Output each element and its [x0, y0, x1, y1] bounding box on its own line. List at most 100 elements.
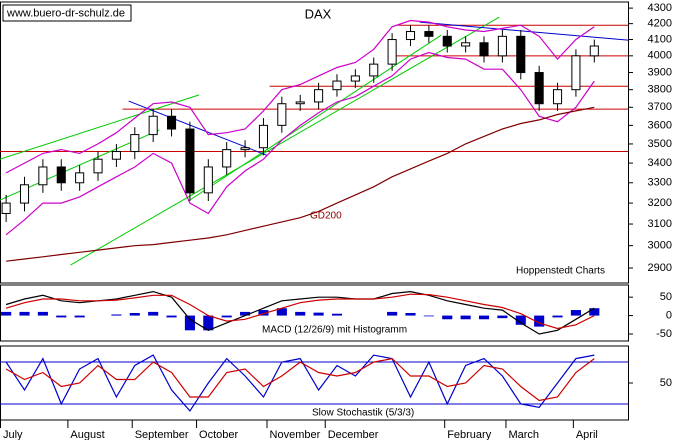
- panel-frame: [0, 1, 629, 284]
- trend-line: [189, 34, 442, 201]
- histogram-bar: [552, 315, 563, 318]
- x-tick-label: November: [270, 429, 321, 440]
- x-tick-label: March: [508, 429, 539, 440]
- y-tick-label: 3200: [648, 197, 672, 209]
- histogram-bar: [313, 312, 324, 316]
- y-tick-label: 3800: [648, 84, 672, 96]
- y-tick-label: 3400: [648, 157, 672, 169]
- histogram-bar: [423, 315, 434, 317]
- candle-body: [240, 147, 250, 151]
- panel-title: DAX: [305, 6, 332, 21]
- y-tick-label: 3600: [648, 119, 672, 131]
- series-line: [6, 106, 595, 262]
- histogram-bar: [534, 315, 545, 327]
- histogram-bar: [442, 315, 453, 320]
- candle-body: [56, 166, 66, 184]
- histogram-bar: [405, 313, 416, 316]
- histogram-bar: [515, 315, 526, 325]
- candle-body: [203, 166, 213, 194]
- series-line: [5, 357, 595, 402]
- y-tick-label: 3700: [648, 101, 672, 113]
- candle-body: [111, 151, 121, 160]
- y-tick-label: 3000: [648, 240, 672, 252]
- y-tick-label: 3900: [648, 66, 672, 78]
- candle-body: [552, 89, 563, 105]
- series-line: [5, 354, 595, 412]
- source: www.buero-dr-schulz.de: [6, 7, 125, 19]
- y-tick-label: 4300: [648, 2, 672, 14]
- histogram-bar: [589, 308, 600, 316]
- histogram-bar: [387, 311, 398, 316]
- candle-body: [332, 80, 342, 91]
- candle-body: [277, 103, 287, 126]
- candle-body: [405, 31, 416, 41]
- candle-body: [185, 128, 195, 194]
- y-tick-label: 4200: [648, 18, 672, 30]
- histogram-bar: [37, 311, 48, 316]
- candle-body: [497, 35, 507, 57]
- candle-body: [350, 75, 360, 82]
- histogram-bar: [295, 311, 306, 316]
- histogram-bar: [166, 315, 177, 318]
- x-tick-label: August: [70, 429, 104, 440]
- y-tick-label: 3100: [648, 218, 672, 230]
- histogram-bar: [1, 311, 12, 316]
- histogram-bar: [184, 315, 195, 331]
- y-tick-label: 2900: [648, 262, 672, 274]
- candle-body: [442, 35, 452, 47]
- x-tick-label: October: [199, 429, 238, 440]
- y-tick-label: 3500: [648, 138, 672, 150]
- x-tick-label: July: [3, 429, 23, 440]
- y-tick-label: 0: [666, 309, 672, 321]
- histogram-bar: [240, 311, 251, 316]
- histogram-bar: [276, 308, 287, 316]
- y-tick-label: 3300: [648, 177, 672, 189]
- histogram-bar: [111, 314, 122, 316]
- histogram-bar: [331, 313, 343, 316]
- candle-body: [19, 184, 30, 204]
- candle-body: [424, 31, 434, 37]
- candle-body: [258, 124, 268, 149]
- x-tick-label: September: [135, 429, 189, 440]
- trend-line: [128, 100, 267, 156]
- candle-body: [130, 134, 140, 153]
- candle-body: [222, 149, 232, 168]
- y-tick-label: 50: [660, 377, 672, 389]
- histogram-bar: [570, 310, 581, 316]
- candle-body: [295, 101, 305, 105]
- annotation: Hoppenstedt Charts: [516, 266, 605, 277]
- x-tick-label: December: [328, 429, 379, 440]
- trend-line: [70, 16, 500, 266]
- series-line: [5, 19, 595, 174]
- candle-body: [167, 115, 177, 130]
- histogram-bar: [129, 313, 140, 316]
- candle-body: [314, 89, 324, 103]
- trend-line: [0, 94, 200, 160]
- candle-body: [93, 158, 103, 174]
- candle-body: [534, 72, 544, 105]
- histogram-bar: [19, 311, 30, 316]
- candle-body: [369, 63, 379, 77]
- y-tick-label: 4000: [648, 50, 672, 62]
- histogram-bar: [258, 310, 269, 316]
- x-tick-label: April: [576, 429, 598, 440]
- candle-body: [461, 42, 471, 47]
- candle-body: [516, 35, 526, 74]
- panel-frame: [0, 284, 629, 342]
- series-line: [5, 293, 595, 330]
- annotation: GD200: [310, 211, 342, 222]
- candle-body: [75, 172, 85, 184]
- y-tick-label: -50: [656, 328, 672, 340]
- y-tick-label: 50: [660, 291, 672, 303]
- histogram-bar: [203, 315, 214, 331]
- x-tick-label: February: [447, 429, 492, 440]
- panel-title: Slow Stochastik (5/3/3): [312, 408, 414, 419]
- candle-body: [387, 39, 397, 65]
- y-tick-label: 4100: [648, 33, 672, 45]
- histogram-bar: [460, 315, 471, 320]
- histogram-bar: [148, 311, 159, 316]
- histogram-bar: [221, 315, 232, 318]
- histogram-bar: [74, 315, 85, 318]
- histogram-bar: [56, 315, 67, 318]
